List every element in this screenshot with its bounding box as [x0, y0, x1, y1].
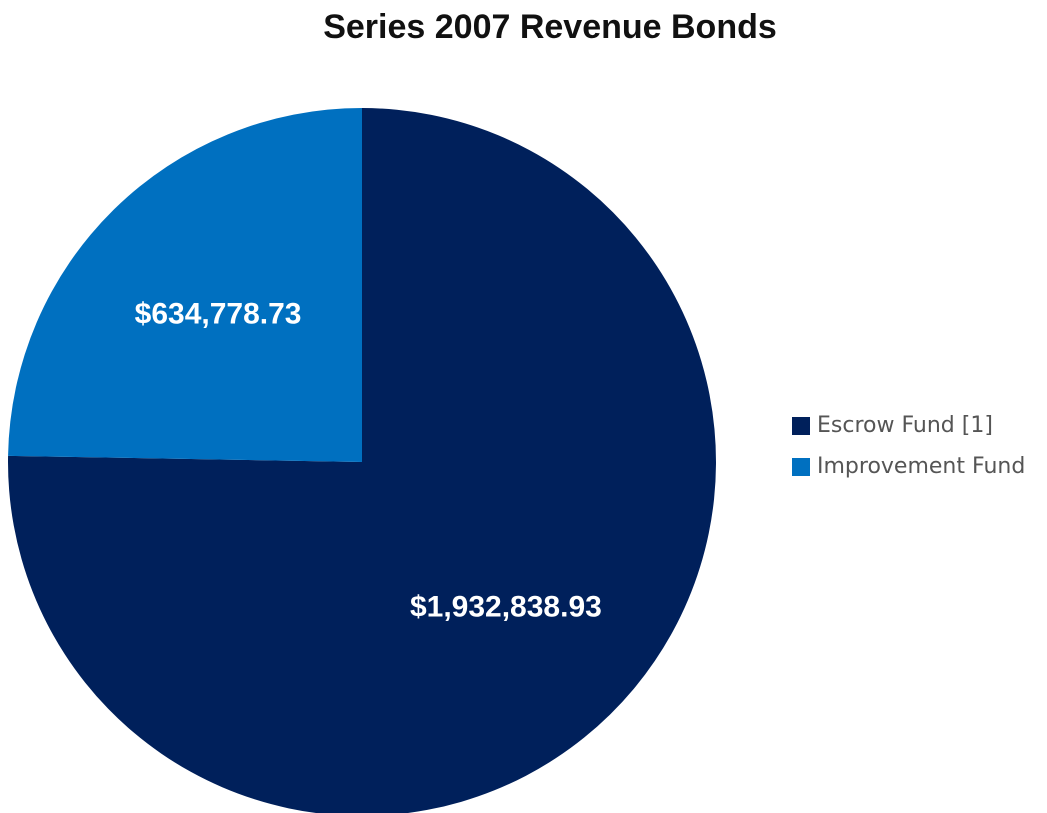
legend-label-improvement-fund: Improvement Fund	[817, 454, 1026, 479]
legend-label-escrow-fund: Escrow Fund [1]	[817, 413, 993, 438]
legend-swatch-improvement-fund	[792, 457, 810, 476]
chart-title: Series 2007 Revenue Bonds	[323, 8, 777, 46]
chart-legend: Escrow Fund [1] Improvement Fund	[792, 412, 1025, 494]
data-label-escrow-fund: $1,932,838.93	[410, 590, 602, 623]
legend-item-improvement-fund: Improvement Fund	[792, 453, 1025, 480]
pie-slice-improvement-fund	[8, 108, 363, 462]
legend-item-escrow-fund: Escrow Fund [1]	[792, 412, 1025, 439]
pie-slice-escrow-fund	[8, 108, 716, 813]
data-label-improvement-fund: $634,778.73	[135, 297, 302, 330]
legend-swatch-escrow-fund	[792, 416, 810, 435]
